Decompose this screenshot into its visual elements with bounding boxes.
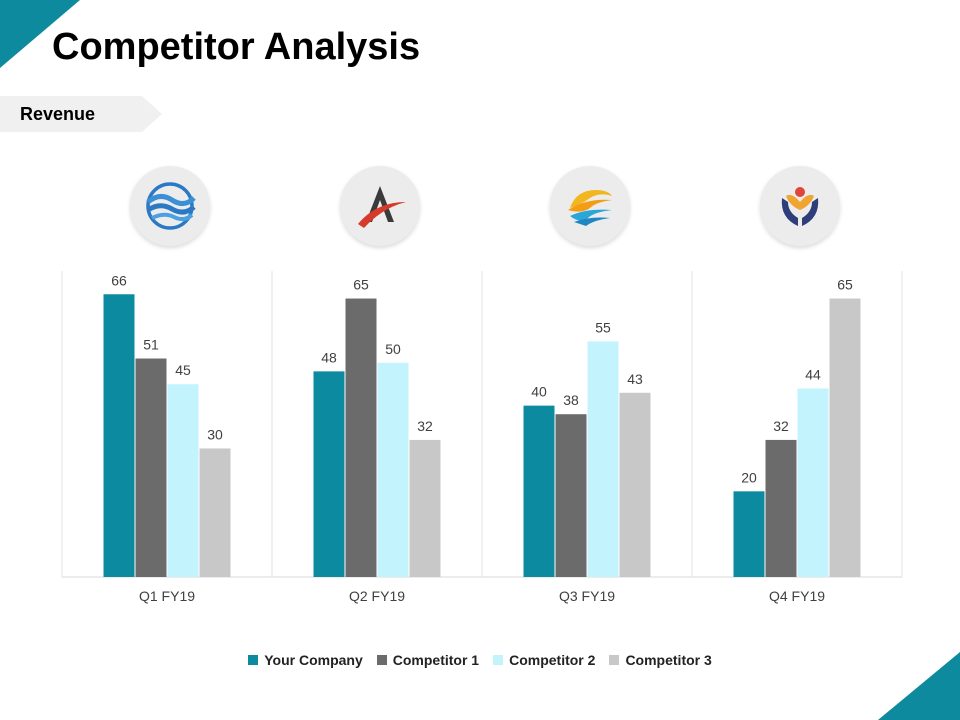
x-tick-label: Q2 FY19 xyxy=(349,588,405,604)
page-title: Competitor Analysis xyxy=(52,26,421,68)
legend-swatch xyxy=(609,655,620,665)
legend-label: Your Company xyxy=(264,652,363,668)
bar xyxy=(135,358,167,577)
bar xyxy=(587,341,619,577)
bar xyxy=(733,491,765,577)
data-label: 65 xyxy=(837,277,853,293)
data-label: 44 xyxy=(805,367,821,383)
bar xyxy=(103,294,135,577)
legend-label: Competitor 1 xyxy=(392,652,480,668)
data-label: 38 xyxy=(563,392,579,408)
legend-swatch xyxy=(493,655,504,665)
bar xyxy=(345,298,377,577)
data-label: 50 xyxy=(385,341,401,357)
chart-legend: Your Company Competitor 1 Competitor 2 Comp… xyxy=(0,652,960,668)
data-label: 48 xyxy=(321,349,337,365)
legend-swatch xyxy=(376,655,387,665)
x-tick-label: Q1 FY19 xyxy=(139,588,195,604)
data-label: 43 xyxy=(627,371,643,387)
corner-decoration-top-left xyxy=(0,0,80,68)
data-label: 40 xyxy=(531,384,547,400)
hands-heart-icon xyxy=(760,166,840,246)
legend-item: Competitor 3 xyxy=(609,652,712,668)
bar xyxy=(765,439,797,577)
data-label: 32 xyxy=(417,418,433,434)
data-label: 66 xyxy=(111,272,127,288)
data-label: 45 xyxy=(175,362,191,378)
legend-swatch xyxy=(248,655,259,665)
section-label: Revenue xyxy=(20,104,96,124)
sun-wave-icon xyxy=(550,166,630,246)
x-tick-label: Q4 FY19 xyxy=(769,588,825,604)
bar xyxy=(523,405,555,577)
bar xyxy=(409,439,441,577)
bar xyxy=(619,392,651,577)
letter-a-swoosh-icon xyxy=(340,166,420,246)
legend-item: Competitor 1 xyxy=(376,652,480,668)
bar xyxy=(313,371,345,577)
data-label: 30 xyxy=(207,426,223,442)
bar xyxy=(377,362,409,577)
legend-item: Your Company xyxy=(248,652,363,668)
bar xyxy=(797,388,829,577)
bar xyxy=(555,414,587,577)
wave-circle-icon xyxy=(130,166,210,246)
bar xyxy=(199,448,231,577)
legend-label: Competitor 3 xyxy=(625,652,712,668)
data-label: 55 xyxy=(595,319,611,335)
legend-label: Competitor 2 xyxy=(509,652,596,668)
legend-item: Competitor 2 xyxy=(493,652,595,668)
data-label: 20 xyxy=(741,469,757,485)
corner-decoration-bottom-right xyxy=(878,652,960,720)
data-label: 65 xyxy=(353,277,369,293)
x-tick-label: Q3 FY19 xyxy=(559,588,615,604)
bar xyxy=(167,384,199,577)
section-tab: Revenue xyxy=(0,96,162,132)
bar xyxy=(829,298,861,577)
data-label: 32 xyxy=(773,418,789,434)
data-label: 51 xyxy=(143,337,159,353)
